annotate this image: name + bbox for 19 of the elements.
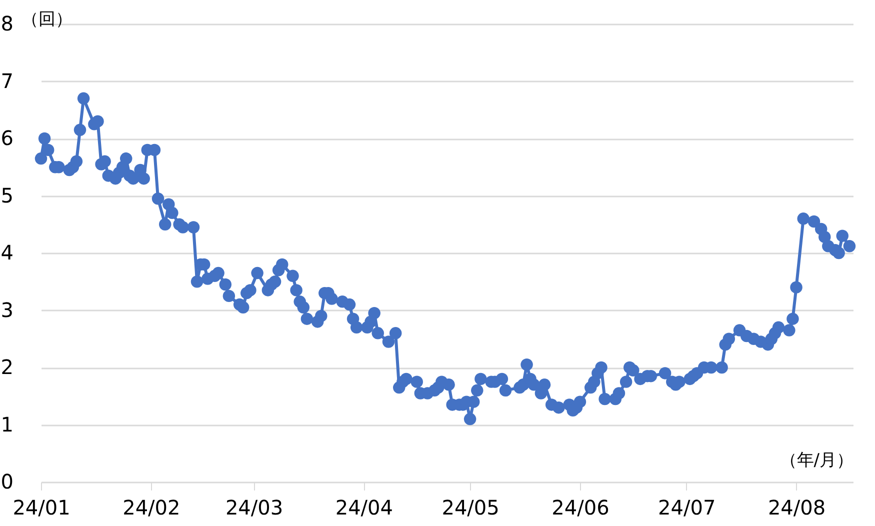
x-tick-label: 24/07 (658, 496, 716, 520)
x-tick-label: 24/05 (442, 496, 500, 520)
x-tick-label: 24/01 (12, 496, 70, 520)
y-axis-title: （回） (22, 10, 72, 30)
y-tick-label: 7 (0, 68, 14, 93)
x-axis-title: （年/月） (780, 450, 854, 470)
y-tick-label: 2 (0, 355, 14, 379)
x-tick-label: 24/04 (335, 496, 393, 520)
y-tick-label: 4 (0, 240, 14, 264)
x-tick-label: 24/06 (552, 496, 610, 520)
y-tick-label: 5 (0, 183, 14, 208)
y-tick-label: 6 (0, 126, 14, 150)
x-tick-label: 24/03 (225, 496, 284, 520)
y-tick-label: 3 (0, 298, 14, 322)
x-tick-label: 24/02 (122, 496, 180, 520)
y-tick-label: 0 (0, 470, 14, 494)
y-tick-label: 1 (0, 412, 14, 436)
x-tick-label: 24/08 (768, 496, 826, 520)
y-tick-label: 8 (0, 12, 14, 36)
